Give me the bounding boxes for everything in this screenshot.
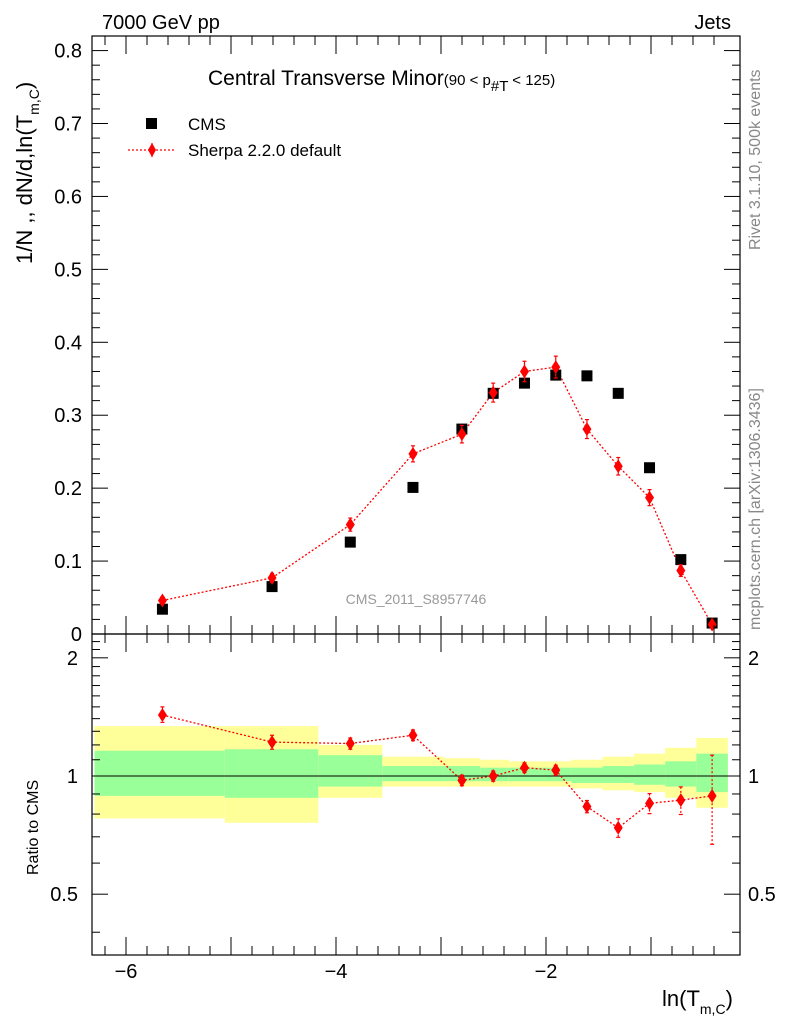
sherpa-point (345, 517, 355, 532)
legend-sherpa-label: Sherpa 2.2.0 default (188, 141, 341, 160)
ratio-y-tick-label-right: 1 (748, 766, 759, 788)
sherpa-point (267, 570, 277, 585)
main-y-tick-label: 0.7 (54, 114, 82, 136)
sherpa-ratio-point (707, 788, 717, 803)
main-y-axis-label: 1/N ,, dN/d,ln(Tm,C) (12, 82, 42, 264)
sherpa-ratio-point (519, 760, 529, 775)
sherpa-ratio-point (582, 799, 592, 814)
sherpa-main-line (162, 366, 713, 625)
cms-point (266, 581, 278, 593)
cms-point (407, 481, 419, 493)
side-credit-bottom: mcplots.cern.ch [arXiv:1306.3436] (747, 388, 764, 630)
cms-point (344, 536, 356, 548)
header-right-label: Jets (694, 12, 731, 34)
ratio-panel-frame (91, 633, 741, 956)
sherpa-point (519, 364, 529, 379)
ratio-band-inner-9 (602, 766, 635, 783)
axes-frame (91, 35, 741, 956)
sherpa-ratio-point (345, 736, 355, 751)
cms-point (644, 462, 656, 474)
sherpa-ratio-point (613, 820, 623, 835)
ratio-band-inner-0 (94, 750, 225, 796)
cms-point (675, 554, 687, 566)
ratio-y-tick-label-left: 0.5 (50, 884, 78, 906)
ratio-y-tick-label-left: 2 (67, 648, 78, 670)
main-y-tick-label: 0.8 (54, 41, 82, 63)
main-y-tick-label: 0.4 (54, 332, 82, 354)
sherpa-ratio-point (645, 796, 655, 811)
ratio-y-axis-label: Ratio to CMS (25, 780, 42, 875)
legend: CMS Sherpa 2.2.0 default (128, 115, 341, 160)
sherpa-ratio-point (267, 735, 277, 750)
sherpa-ratio-point (488, 769, 498, 784)
cms-point (518, 377, 530, 389)
main-y-tick-label: 0 (71, 624, 82, 646)
side-credit-top: Rivet 3.1.10, 500k events (747, 69, 764, 250)
tick-layer: 0 0.1 0.2 0.3 0.4 0.5 0.6 0.7 0.8 0.5 0.5 1 1 2 2 −6 −4 −… (50, 36, 776, 983)
cms-point (156, 603, 168, 615)
main-series-layer (156, 355, 718, 632)
sherpa-point (408, 446, 418, 461)
ratio-band-inner-1 (224, 749, 319, 798)
sherpa-point (488, 385, 498, 400)
ratio-series-layer (157, 706, 717, 845)
sherpa-ratio-point (157, 708, 167, 723)
sherpa-point (676, 563, 686, 578)
ratio-band-inner-8 (571, 767, 603, 783)
sherpa-point (582, 422, 592, 437)
sherpa-ratio-point (457, 773, 467, 788)
x-axis-label: ln(Tm,C) (662, 986, 733, 1017)
main-y-tick-label: 0.5 (54, 259, 82, 281)
main-y-tick-label: 0.1 (54, 551, 82, 573)
cms-point (581, 370, 593, 382)
ratio-band-inner-10 (634, 764, 666, 785)
sherpa-ratio-point (408, 728, 418, 743)
sherpa-point (551, 360, 561, 375)
sherpa-ratio-point (551, 763, 561, 778)
x-tick-label: −4 (325, 961, 348, 983)
legend-sherpa-marker (148, 143, 156, 157)
ratio-y-tick-label-right: 2 (748, 648, 759, 670)
analysis-watermark: CMS_2011_S8957746 (346, 591, 487, 607)
ratio-band-inner-3 (382, 766, 444, 782)
x-tick-label: −2 (535, 961, 558, 983)
sherpa-point (157, 593, 167, 608)
sherpa-point (613, 459, 623, 474)
ratio-band-inner-2 (318, 755, 383, 787)
cms-point (612, 387, 624, 399)
legend-cms-label: CMS (188, 115, 226, 134)
main-y-tick-label: 0.2 (54, 478, 82, 500)
header-left-label: 7000 GeV pp (102, 12, 220, 34)
sherpa-ratio-point (676, 793, 686, 808)
x-tick-label: −6 (115, 961, 138, 983)
sherpa-point (645, 490, 655, 505)
ratio-y-tick-label-right: 0.5 (748, 884, 776, 906)
sherpa-point (457, 427, 467, 442)
main-chart-title: Central Transverse Minor(90 < p#T < 125) (208, 67, 555, 95)
ratio-y-tick-label-left: 1 (67, 766, 78, 788)
legend-cms-marker (146, 118, 157, 129)
ratio-band-inner-11 (665, 761, 697, 787)
main-y-tick-label: 0.3 (54, 405, 82, 427)
main-y-tick-label: 0.6 (54, 186, 82, 208)
